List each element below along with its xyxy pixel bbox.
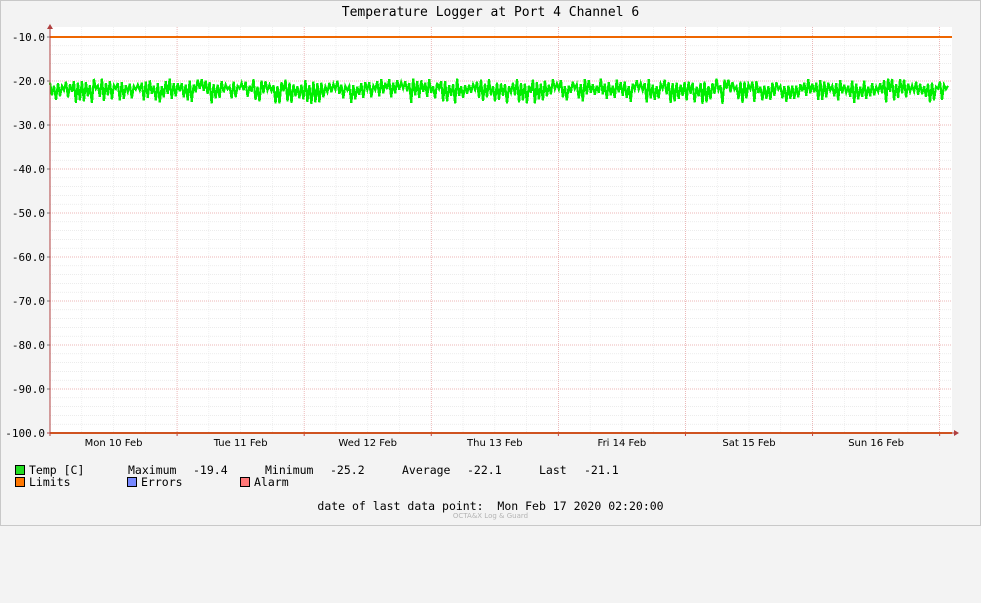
alarm-swatch [240, 477, 250, 487]
y-tick-label: -20.0 [12, 75, 45, 88]
legend-minimum-label: Minimum [265, 463, 314, 477]
legend-average-label: Average [402, 463, 451, 477]
chart-plot: -10.0 -20.0 -30.0 -40.0 -50.0 -60.0 -70.0 -80.0… [5, 24, 959, 449]
last-point-value: Mon Feb 17 2020 02:20:00 [497, 499, 664, 513]
x-axis-arrow [954, 430, 959, 436]
x-tick-label: Sat 15 Feb [722, 438, 775, 449]
last-point-label: date of last data point: [317, 499, 484, 513]
y-tick-label: -50.0 [12, 207, 45, 220]
chart-title: Temperature Logger at Port 4 Channel 6 [341, 5, 640, 20]
y-tick-label: -60.0 [12, 251, 45, 264]
y-tick-label: -100.0 [5, 427, 45, 440]
y-tick-label: -40.0 [12, 163, 45, 176]
legend-row-temp: Temp [C] Maximum -19.4 Minimum -25.2 Ave… [15, 463, 619, 477]
legend-limits-label: Limits [29, 475, 71, 489]
legend-last-value: -21.1 [584, 463, 619, 477]
legend-maximum-label: Maximum [128, 463, 177, 477]
x-tick-label: Sun 16 Feb [848, 438, 904, 449]
limits-swatch [15, 477, 25, 487]
errors-swatch [127, 477, 137, 487]
legend-errors-label: Errors [141, 475, 183, 489]
y-axis-arrow [47, 24, 53, 29]
y-tick-label: -30.0 [12, 119, 45, 132]
legend-alarm-label: Alarm [254, 475, 289, 489]
y-tick-label: -70.0 [12, 295, 45, 308]
y-tick-label: -80.0 [12, 339, 45, 352]
legend-maximum-value: -19.4 [193, 463, 228, 477]
x-tick-label: Tue 11 Feb [213, 438, 268, 449]
y-tick-label: -90.0 [12, 383, 45, 396]
legend-last-label: Last [539, 463, 567, 477]
last-data-point: date of last data point: Mon Feb 17 2020… [0, 499, 981, 513]
legend-temp-label: Temp [C] [29, 463, 85, 477]
x-tick-label: Wed 12 Feb [338, 438, 397, 449]
plot-background [50, 27, 952, 433]
temp-swatch [15, 465, 25, 475]
legend-average-value: -22.1 [467, 463, 502, 477]
temp-series-line [48, 78, 949, 105]
legend-minimum-value: -25.2 [330, 463, 365, 477]
watermark: OCTA&X Log & Guard [452, 512, 529, 520]
x-tick-label: Thu 13 Feb [466, 438, 523, 449]
y-tick-label: -10.0 [12, 31, 45, 44]
legend-row-status: Limits Errors Alarm [15, 475, 289, 489]
x-tick-label: Fri 14 Feb [598, 438, 647, 449]
x-tick-label: Mon 10 Feb [85, 438, 143, 449]
